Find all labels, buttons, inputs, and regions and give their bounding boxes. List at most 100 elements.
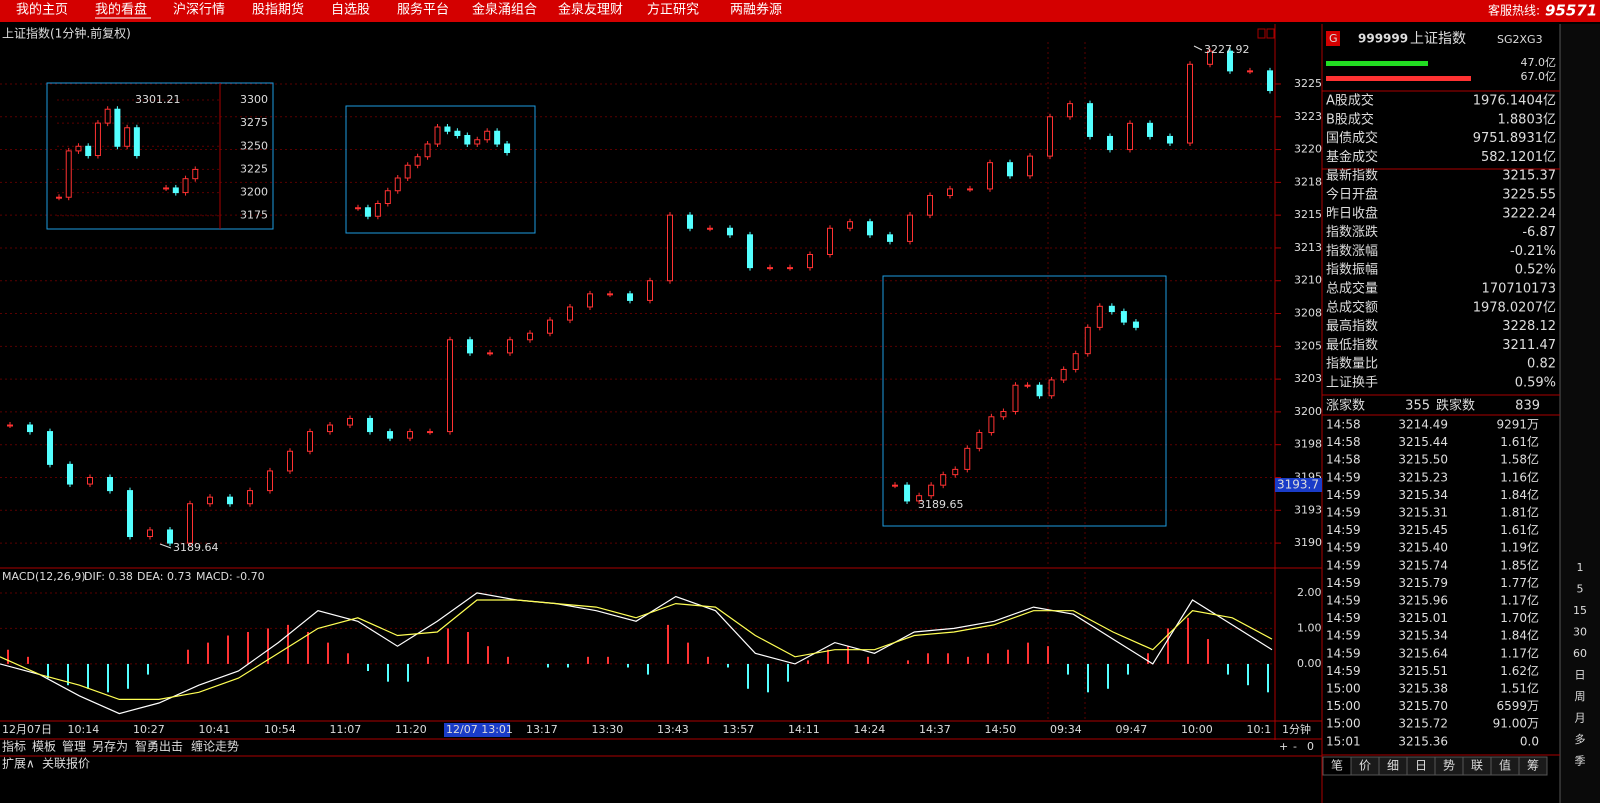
breadth-value: 355 <box>1405 399 1430 414</box>
x-tick-label: 11:07 <box>330 723 362 736</box>
period-button[interactable]: 30 <box>1573 626 1587 639</box>
macd-bar <box>87 663 89 689</box>
candle <box>307 431 313 452</box>
period-button[interactable]: 月 <box>1575 712 1586 725</box>
annotation-pointer <box>1193 45 1203 51</box>
quote-label: 昨日收盘 <box>1326 205 1378 221</box>
toolbar-button[interactable]: 关联报价 <box>42 756 90 771</box>
x-tick-label: 10:54 <box>264 723 296 736</box>
quote-label: B股成交 <box>1326 111 1374 127</box>
candle <box>187 503 193 544</box>
tab-label[interactable]: 日 <box>1415 759 1427 773</box>
toolbar-button[interactable]: 另存为 <box>92 740 128 754</box>
period-button[interactable]: 多 <box>1575 732 1586 746</box>
zoom-control[interactable]: 0 <box>1307 740 1314 753</box>
candle <box>787 267 793 270</box>
y-tick-label: 3175 <box>240 209 268 222</box>
macd-bar <box>567 663 569 668</box>
x-tick-label: 09:47 <box>1116 723 1148 736</box>
candle <box>367 417 373 433</box>
period-button[interactable]: 15 <box>1573 604 1587 617</box>
tick-price: 3215.70 <box>1398 699 1448 713</box>
period-button[interactable]: 周 <box>1575 690 1586 703</box>
macd-bar <box>907 660 909 664</box>
menu-item[interactable]: 服务平台 <box>397 2 449 18</box>
tab-label[interactable]: 联 <box>1471 759 1483 773</box>
x-tick-label: 13:17 <box>526 723 558 736</box>
tick-volume: 1.16亿 <box>1500 469 1539 484</box>
buy-bar <box>1326 61 1428 66</box>
tab-label[interactable]: 细 <box>1387 759 1399 773</box>
tick-price: 3215.38 <box>1398 682 1448 696</box>
period-button[interactable]: 日 <box>1575 669 1586 682</box>
menu-item[interactable]: 方正研究 <box>647 2 699 18</box>
toolbar-button[interactable]: 模板 <box>32 740 56 754</box>
period-button[interactable]: 60 <box>1573 647 1587 660</box>
period-button[interactable]: 1 <box>1577 561 1584 574</box>
quote-value: 9751.8931亿 <box>1473 131 1556 146</box>
period-button[interactable]: 5 <box>1577 583 1584 596</box>
candle <box>427 431 433 434</box>
zoom-control[interactable]: - <box>1293 740 1297 753</box>
menu-item[interactable]: 金泉涌组合 <box>472 2 537 18</box>
y-tick-label: 3218 <box>1294 175 1322 188</box>
zoom-box <box>46 82 274 230</box>
candle <box>56 196 62 199</box>
window-button[interactable] <box>1257 28 1266 39</box>
menu-item[interactable]: 两融券源 <box>730 2 782 18</box>
x-tick-label: 10:14 <box>68 723 100 736</box>
candle <box>1187 63 1193 144</box>
current-price-box <box>1275 478 1322 492</box>
toolbar-button[interactable]: 缠论走势 <box>191 739 239 754</box>
breadth-value: 839 <box>1515 399 1540 414</box>
toolbar-button[interactable]: 智勇出击 <box>135 739 183 754</box>
macd-bar <box>187 649 189 664</box>
tick-time: 14:59 <box>1326 523 1361 537</box>
tick-price: 3215.79 <box>1398 576 1448 590</box>
y-tick-label: 3223 <box>1294 110 1322 123</box>
quote-label: 指数涨幅 <box>1326 244 1378 259</box>
menu-item[interactable]: 我的主页 <box>16 2 68 18</box>
x-tick-label: 11:20 <box>395 723 427 736</box>
quote-label: 总成交量 <box>1326 281 1378 297</box>
tab-label[interactable]: 筹 <box>1527 759 1539 773</box>
tick-time: 14:58 <box>1326 418 1361 432</box>
quote-value: 3215.37 <box>1502 169 1556 184</box>
quote-label: 指数涨跌 <box>1326 224 1378 240</box>
toolbar-button[interactable]: 指标 <box>2 739 26 754</box>
macd-bar <box>687 642 689 664</box>
candle <box>87 476 93 485</box>
candle <box>1067 103 1073 118</box>
tick-time: 15:00 <box>1326 717 1361 731</box>
macd-bar <box>947 653 949 664</box>
macd-bar <box>1107 663 1109 689</box>
menu-item[interactable]: 自选股 <box>331 3 370 18</box>
menu-item[interactable]: 金泉友理财 <box>558 2 623 18</box>
candle <box>47 431 53 465</box>
toolbar-button[interactable]: 管理 <box>62 739 86 754</box>
badge-text: G <box>1329 32 1338 45</box>
tab-label[interactable]: 价 <box>1359 759 1371 773</box>
tab-label[interactable]: 势 <box>1443 759 1455 773</box>
period-button[interactable]: 季 <box>1575 755 1586 768</box>
x-tick-label: 14:24 <box>854 723 886 736</box>
tick-volume: 6599万 <box>1496 699 1539 713</box>
menu-item[interactable]: 我的看盘 <box>95 2 147 18</box>
menu-item[interactable]: 沪深行情 <box>173 2 225 18</box>
quote-label: 今日开盘 <box>1326 187 1378 203</box>
window-button[interactable] <box>1266 28 1275 39</box>
menu-item[interactable]: 股指期货 <box>252 2 304 18</box>
zoom-control[interactable]: + <box>1279 740 1288 753</box>
macd-bar <box>787 663 789 682</box>
tab-label[interactable]: 笔 <box>1331 758 1343 773</box>
cursor-label-box <box>444 723 510 737</box>
quote-value: 0.82 <box>1527 357 1556 372</box>
candle <box>347 417 353 426</box>
candle <box>1084 326 1091 355</box>
toolbar-button[interactable]: 扩展∧ <box>2 757 35 771</box>
quote-label: 基金成交 <box>1326 149 1378 165</box>
macd-bar <box>927 653 929 664</box>
candle <box>407 431 413 439</box>
macd-bar <box>587 656 589 664</box>
tab-label[interactable]: 值 <box>1499 758 1511 773</box>
